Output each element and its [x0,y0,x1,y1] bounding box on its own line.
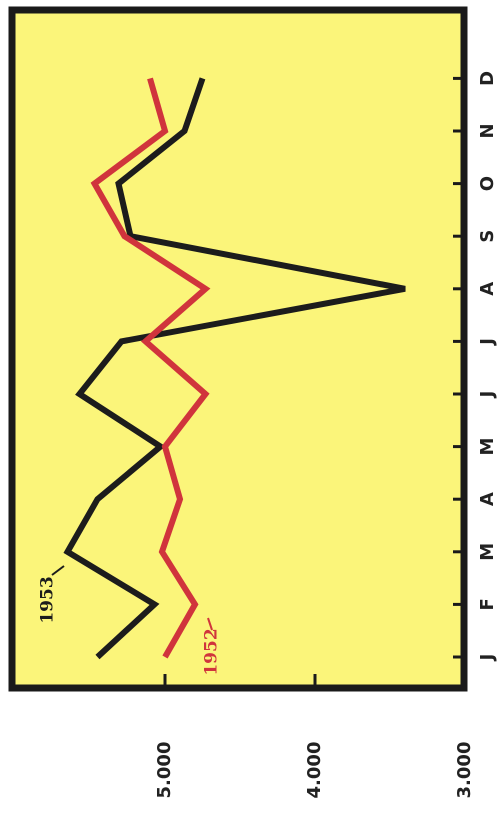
category-label: D [477,71,498,86]
category-label: J [477,654,498,663]
category-label: J [477,338,498,347]
series-label: 1952 [202,628,222,675]
category-label: M [477,438,498,456]
category-label: S [477,230,498,243]
category-label: A [477,282,498,296]
category-label: F [477,598,498,610]
arrow [51,565,65,576]
category-label: J [477,391,498,400]
series-label: 1953 [38,576,58,623]
value-tick-label: 5.000 [154,742,175,799]
plot-area [8,6,468,692]
series-line [90,77,211,659]
category-label: O [477,176,498,191]
value-tick-label: 3.000 [454,742,475,799]
arrow [207,617,213,631]
series-line [63,77,406,660]
category-label: M [477,543,498,561]
category-label: N [477,123,498,138]
value-tick-label: 4.000 [304,742,325,799]
category-label: A [477,492,498,506]
